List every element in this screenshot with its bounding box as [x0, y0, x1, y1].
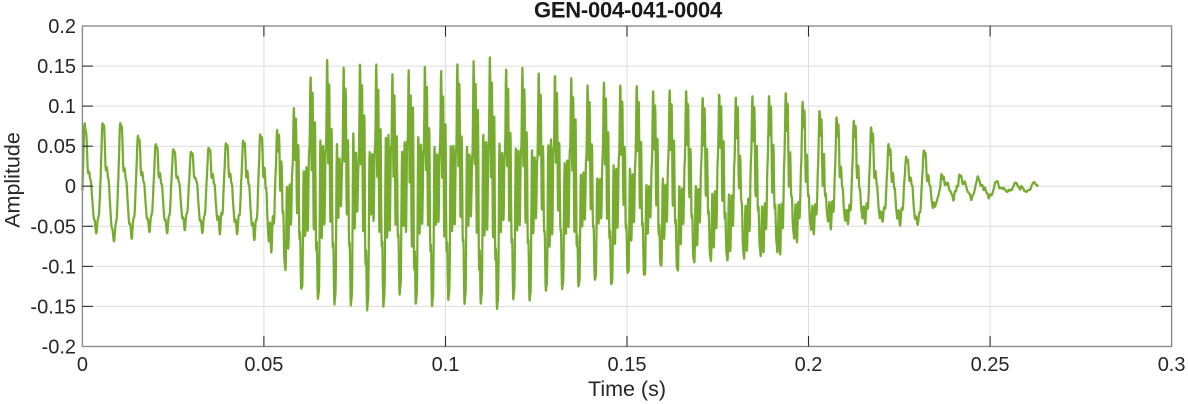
svg-text:Amplitude: Amplitude	[1, 132, 25, 228]
svg-text:0.15: 0.15	[608, 354, 647, 376]
svg-text:GEN-004-041-0004: GEN-004-041-0004	[534, 0, 723, 23]
svg-text:0.1: 0.1	[48, 96, 76, 118]
svg-text:0.1: 0.1	[432, 354, 460, 376]
svg-text:0: 0	[77, 354, 88, 376]
svg-text:0.05: 0.05	[244, 354, 283, 376]
svg-text:0.2: 0.2	[795, 354, 823, 376]
svg-text:0.3: 0.3	[1158, 354, 1186, 376]
svg-text:0: 0	[65, 176, 76, 198]
svg-text:Time (s): Time (s)	[588, 377, 666, 401]
svg-text:-0.2: -0.2	[42, 337, 76, 359]
svg-text:-0.1: -0.1	[42, 256, 76, 278]
svg-text:-0.15: -0.15	[30, 296, 76, 318]
svg-text:0.2: 0.2	[48, 16, 76, 38]
svg-text:0.05: 0.05	[37, 136, 76, 158]
svg-text:0.15: 0.15	[37, 56, 76, 78]
svg-text:0.25: 0.25	[971, 354, 1010, 376]
svg-text:-0.05: -0.05	[30, 216, 76, 238]
